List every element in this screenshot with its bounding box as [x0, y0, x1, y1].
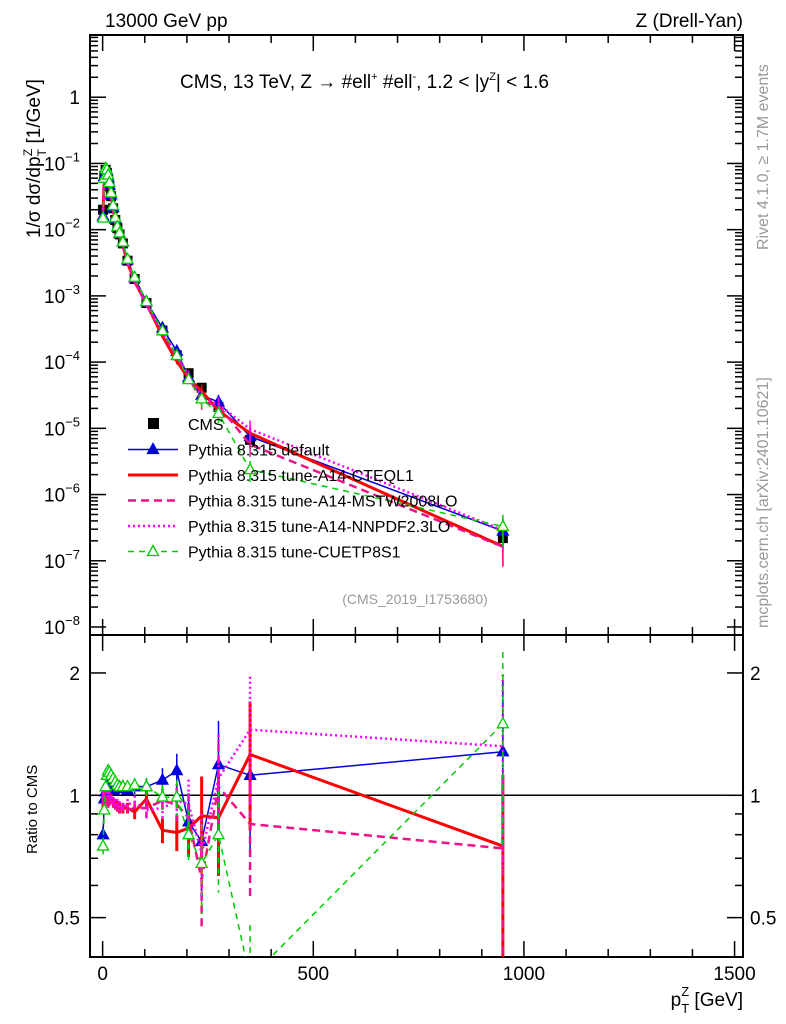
- series-4-main-marker: [181, 372, 196, 385]
- legend-marker-series-0: [146, 442, 160, 455]
- series-4-main-marker: [112, 225, 127, 238]
- legend-label-cms: CMS: [188, 417, 224, 434]
- series-4-main-marker: [106, 198, 120, 211]
- series-0-ratio-marker: [155, 772, 170, 785]
- analysis-tag: (CMS_2019_I1753680): [342, 591, 488, 607]
- main-plot-area: [96, 161, 510, 567]
- header-left: 13000 GeV pp: [105, 11, 228, 32]
- x-tick-label: 1000: [503, 964, 545, 985]
- series-2-main-line: [101, 165, 504, 548]
- series-4-ratio-marker: [98, 779, 113, 792]
- chart-title: CMS, 13 TeV, Z → #ell+ #ell-, 1.2 < |yZ|…: [180, 71, 549, 93]
- y-tick-label: 10−7: [44, 547, 80, 573]
- x-axis-title: pTZ [GeV]: [671, 984, 743, 1016]
- series-4-main-marker: [108, 210, 122, 223]
- ratio-y-tick-label-right: 0.5: [750, 909, 776, 930]
- y-tick-label: 10−5: [44, 414, 80, 440]
- ratio-plot-area: [96, 652, 510, 982]
- series-4-ratio-marker: [181, 827, 196, 840]
- legend-marker-series-4: [146, 544, 160, 557]
- legend-label-series-3: Pythia 8.315 tune-A14-NNPDF2.3LO: [188, 519, 450, 536]
- series-4-main-marker: [116, 234, 130, 247]
- series-4-main-marker: [128, 269, 142, 282]
- series-4-ratio-marker: [170, 789, 184, 802]
- x-tick-label: 0: [97, 964, 108, 985]
- series-4-ratio-marker: [128, 777, 142, 790]
- ratio-y-tick-label-right: 2: [750, 664, 761, 685]
- y-tick-label: 10−6: [44, 481, 80, 507]
- ratio-series-group: [96, 652, 510, 982]
- series-4-main-marker: [102, 175, 116, 188]
- series-4-main-marker: [155, 323, 170, 336]
- x-tick-label: 1500: [713, 964, 755, 985]
- ratio-y-tick-label: 0.5: [54, 909, 80, 930]
- series-0-ratio-marker: [170, 763, 184, 776]
- series-4-ratio-marker: [245, 972, 256, 982]
- series-3-ratio-line: [101, 728, 503, 854]
- series-4-main-marker: [243, 462, 257, 475]
- y-axis-title: 1/σ dσ/dpTZ [1/GeV]: [21, 79, 49, 238]
- series-1-main-line: [101, 165, 504, 548]
- series-4-main-marker: [120, 251, 135, 264]
- series-4-ratio-marker: [155, 789, 170, 802]
- x-tick-label: 500: [297, 964, 329, 985]
- ratio-y-tick-label: 2: [69, 664, 80, 685]
- series-2-ratio-line: [101, 783, 503, 880]
- y-tick-label: 1: [69, 88, 80, 109]
- series-4-main-marker: [211, 406, 226, 419]
- legend: CMS Pythia 8.315 default Pythia 8.315 tune…: [128, 417, 457, 562]
- series-4-ratio-marker: [96, 838, 110, 851]
- series-4-main-marker: [195, 391, 209, 404]
- main-series-group: [96, 161, 510, 567]
- y-tick-label: 10−3: [44, 282, 80, 308]
- series-4-main-marker: [96, 210, 110, 223]
- series-4-main-marker: [139, 294, 154, 307]
- y-tick-label: 10−1: [44, 149, 80, 175]
- axes: 0 500 1000 1500 1 10−1 10−2 10−3 10−4 10−5 10−6 10−…: [44, 34, 776, 985]
- legend-marker-cms: [148, 418, 159, 429]
- y-tick-label: 10−4: [44, 348, 80, 374]
- ratio-y-axis-title: Ratio to CMS: [24, 765, 41, 854]
- series-4-ratio-marker: [195, 856, 209, 869]
- series-4-ratio-marker: [97, 802, 111, 815]
- legend-label-series-4: Pythia 8.315 tune-CUETP8S1: [188, 545, 401, 562]
- series-4-ratio-marker: [211, 827, 226, 840]
- y-tick-label: 10−2: [44, 216, 80, 242]
- series-4-main-line: [102, 166, 504, 528]
- series-4-ratio-marker: [496, 716, 510, 729]
- series-4-ratio-marker: [139, 779, 154, 792]
- side-label-rivet: Rivet 4.1.0, ≥ 1.7M events: [755, 64, 772, 250]
- legend-label-series-1: Pythia 8.315 tune-A14-CTEQL1: [188, 468, 414, 485]
- header-right: Z (Drell-Yan): [636, 11, 743, 32]
- side-label-mcplots: mcplots.cern.ch [arXiv:2401.10621]: [755, 377, 772, 628]
- series-4-main-marker: [170, 348, 184, 361]
- legend-label-series-0: Pythia 8.315 default: [188, 443, 330, 460]
- ratio-y-tick-label: 1: [69, 786, 80, 807]
- series-4-main-marker: [496, 519, 510, 532]
- legend-label-series-2: Pythia 8.315 tune-A14-MSTW2008LO: [188, 494, 457, 511]
- series-4-ratio-line: [102, 723, 504, 957]
- series-4-main-marker: [104, 185, 118, 198]
- ratio-y-tick-label-right: 1: [750, 786, 761, 807]
- y-tick-label: 10−8: [44, 613, 80, 639]
